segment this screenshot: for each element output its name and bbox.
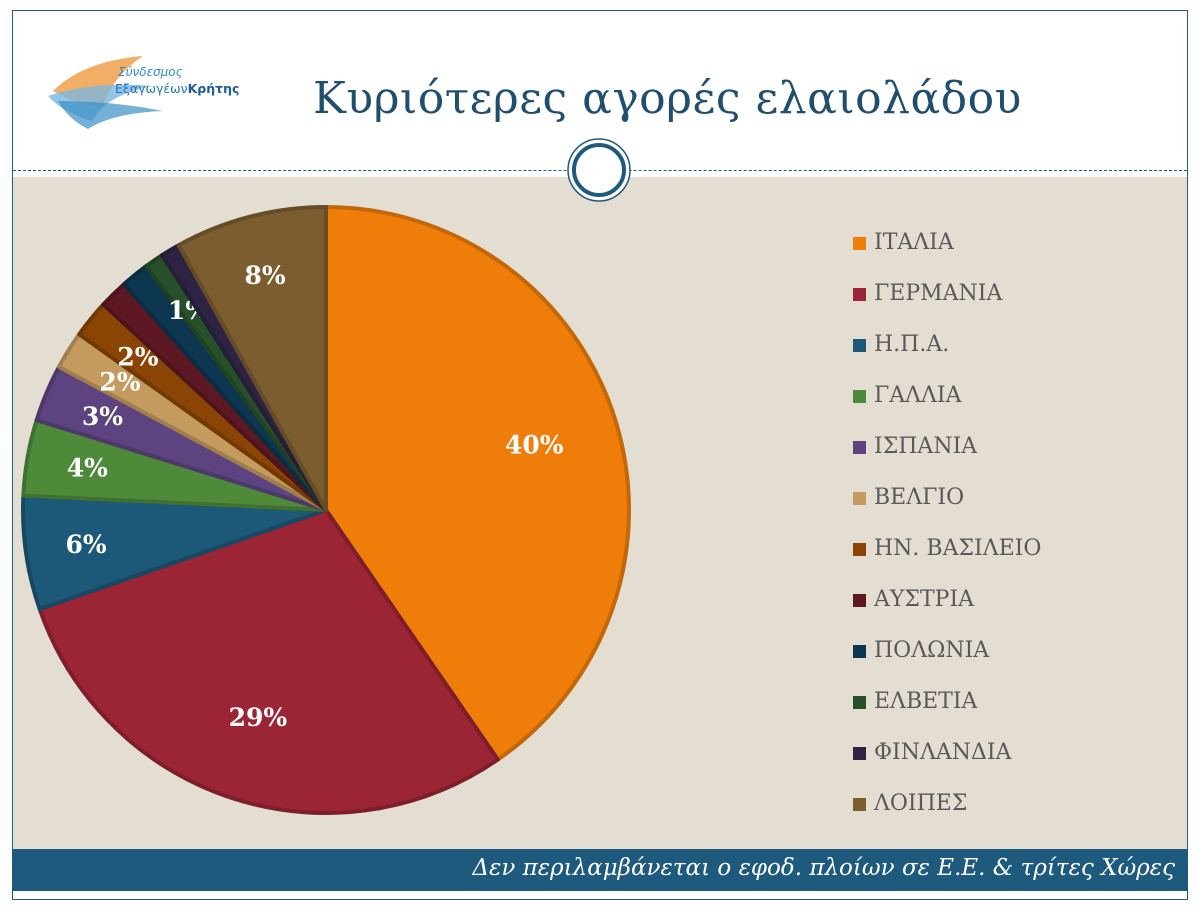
legend-swatch	[853, 390, 866, 403]
legend-label: ΛΟΙΠΕΣ	[874, 791, 968, 816]
legend-label: ΓΑΛΛΙΑ	[874, 383, 962, 408]
pie-slice-0	[324, 205, 631, 762]
legend-swatch	[853, 441, 866, 454]
logo-text-line1: Σύνδεσμος	[118, 65, 183, 79]
legend-item: Η.Π.Α.	[853, 323, 1041, 374]
logo-text-b: Κρήτης	[187, 81, 240, 96]
legend-item: ΛΟΙΠΕΣ	[853, 782, 1041, 833]
slide: Σύνδεσμος ΕξαγωγέωνΚρήτης Κυριότερες αγο…	[12, 10, 1188, 900]
legend-item: ΙΣΠΑΝΙΑ	[853, 425, 1041, 476]
legend-label: ΑΥΣΤΡΙΑ	[874, 587, 975, 612]
legend-swatch	[853, 594, 866, 607]
data-label-0: 40%	[505, 431, 564, 460]
legend-item: ΙΤΑΛΙΑ	[853, 221, 1041, 272]
legend-swatch	[853, 492, 866, 505]
legend-swatch	[853, 543, 866, 556]
legend-label: ΙΤΑΛΙΑ	[874, 230, 954, 255]
header: Σύνδεσμος ΕξαγωγέωνΚρήτης Κυριότερες αγο…	[13, 11, 1187, 171]
legend-swatch	[853, 645, 866, 658]
legend-label: ΕΛΒΕΤΙΑ	[874, 689, 978, 714]
data-label-2: 6%	[66, 530, 107, 559]
pie-chart: 40%29%6%4%3%2%2%1%8%	[20, 205, 631, 815]
data-label-11: 8%	[245, 261, 286, 290]
logo-text-line2: ΕξαγωγέωνΚρήτης	[115, 81, 239, 96]
data-label-3: 4%	[67, 453, 108, 482]
legend-swatch	[853, 288, 866, 301]
legend-swatch	[853, 798, 866, 811]
pie-slice-1	[37, 508, 500, 815]
legend-item: ΗΝ. ΒΑΣΙΛΕΙΟ	[853, 527, 1041, 578]
legend-item: ΦΙΝΛΑΝΔΙΑ	[853, 731, 1041, 782]
legend-label: ΠΟΛΩΝΙΑ	[874, 638, 990, 663]
legend-item: ΑΥΣΤΡΙΑ	[853, 578, 1041, 629]
footer-bar: Δεν περιλαμβάνεται ο εφοδ. πλοίων σε Ε.Ε…	[13, 849, 1187, 891]
legend-label: ΒΕΛΓΙΟ	[874, 485, 965, 510]
legend-label: Η.Π.Α.	[874, 332, 950, 357]
legend-swatch	[853, 696, 866, 709]
footer-note: Δεν περιλαμβάνεται ο εφοδ. πλοίων σε Ε.Ε…	[472, 855, 1175, 881]
legend-item: ΒΕΛΓΙΟ	[853, 476, 1041, 527]
legend-swatch	[853, 339, 866, 352]
legend-label: ΓΕΡΜΑΝΙΑ	[874, 281, 1003, 306]
logo-text-a: Εξαγωγέων	[115, 81, 188, 96]
legend-item: ΕΛΒΕΤΙΑ	[853, 680, 1041, 731]
legend-item: ΓΕΡΜΑΝΙΑ	[853, 272, 1041, 323]
divider-circle-ornament	[567, 138, 631, 202]
legend-swatch	[853, 237, 866, 250]
legend-item: ΠΟΛΩΝΙΑ	[853, 629, 1041, 680]
page-title: Κυριότερες αγορές ελαιολάδου	[313, 73, 1022, 124]
data-label-1: 29%	[229, 703, 288, 732]
legend-label: ΙΣΠΑΝΙΑ	[874, 434, 978, 459]
logo: Σύνδεσμος ΕξαγωγέωνΚρήτης	[43, 51, 273, 131]
logo-swoosh-icon	[48, 56, 163, 129]
legend-item: ΓΑΛΛΙΑ	[853, 374, 1041, 425]
pie-slice-11	[176, 205, 328, 512]
legend-label: ΦΙΝΛΑΝΔΙΑ	[874, 740, 1012, 765]
chart-legend: ΙΤΑΛΙΑ ΓΕΡΜΑΝΙΑ Η.Π.Α. ΓΑΛΛΙΑ ΙΣΠΑΝΙΑ ΒΕΛΓΙΟ Η…	[853, 221, 1041, 833]
legend-swatch	[853, 747, 866, 760]
data-label-4: 3%	[82, 402, 123, 431]
legend-label: ΗΝ. ΒΑΣΙΛΕΙΟ	[874, 536, 1042, 561]
